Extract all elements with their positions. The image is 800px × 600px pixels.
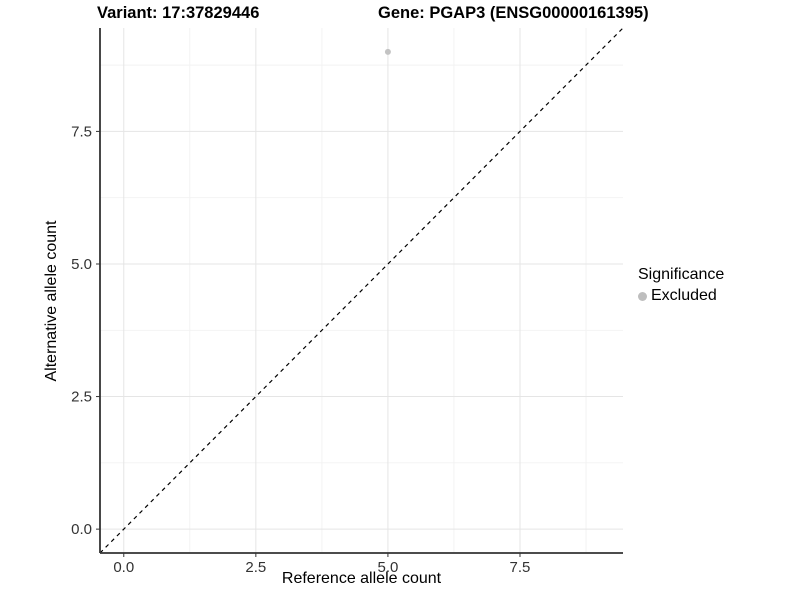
x-tick-label: 2.5: [245, 559, 266, 576]
identity-dashed-line: [99, 27, 624, 554]
legend: Significance Excluded: [638, 266, 724, 305]
y-tick-label: 2.5: [71, 389, 92, 406]
y-tick-label: 5.0: [71, 256, 92, 273]
legend-title: Significance: [638, 266, 725, 283]
x-tick-label: 7.5: [510, 559, 531, 576]
plot-title-gene: Gene: PGAP3 (ENSG00000161395): [378, 4, 649, 22]
y-axis-title: Alternative allele count: [43, 220, 60, 382]
x-tick-label: 0.0: [113, 559, 134, 576]
data-point[interactable]: [384, 48, 391, 55]
x-tick-label: 5.0: [377, 559, 398, 576]
legend-entry-label: Excluded: [651, 287, 717, 304]
legend-entry-excluded[interactable]: Excluded: [638, 287, 724, 305]
x-axis-title: Reference allele count: [281, 570, 442, 587]
legend-marker-circle-icon: [638, 291, 647, 301]
plot-title-variant: Variant: 17:37829446: [97, 4, 260, 22]
y-tick-label: 0.0: [71, 521, 92, 538]
y-tick-label: 7.5: [71, 123, 92, 140]
